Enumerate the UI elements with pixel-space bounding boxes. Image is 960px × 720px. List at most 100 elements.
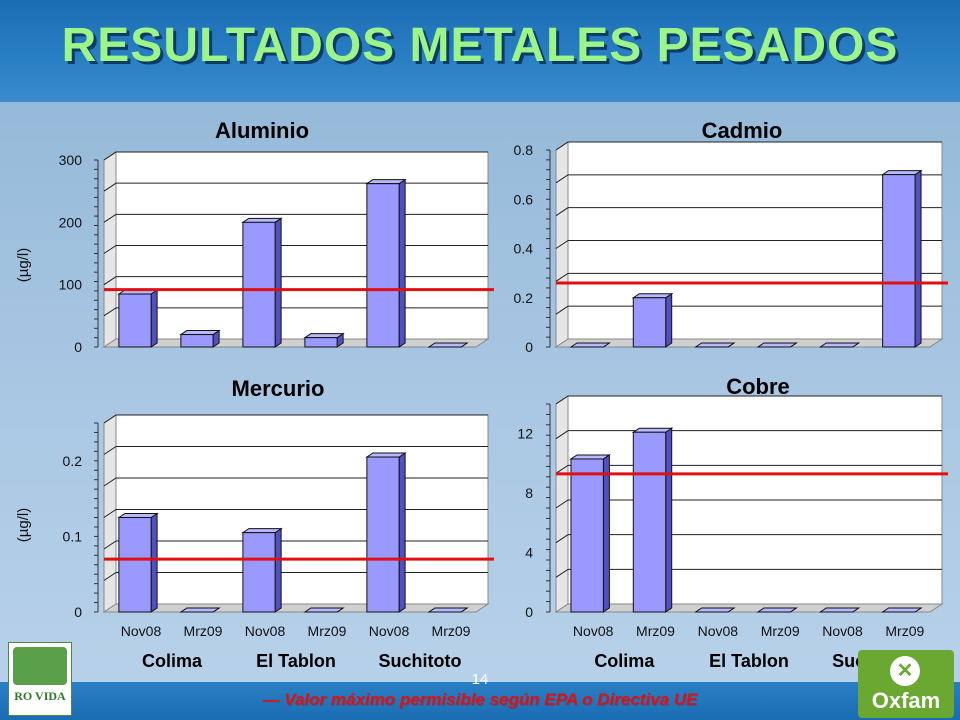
gridline bbox=[103, 540, 488, 550]
bar bbox=[303, 332, 345, 348]
gridline bbox=[555, 395, 942, 405]
bar bbox=[631, 292, 674, 348]
oxfam-logo-icon: ✕ bbox=[890, 656, 920, 686]
bar-side bbox=[274, 527, 282, 613]
bar-side bbox=[150, 512, 158, 613]
bar-top bbox=[631, 427, 674, 433]
page-title: RESULTADOS METALES PESADOS bbox=[61, 19, 899, 72]
bar-top bbox=[880, 607, 923, 613]
x-category-label: Nov08 bbox=[822, 623, 863, 639]
bar-side bbox=[665, 292, 673, 348]
bar bbox=[818, 342, 861, 348]
bar-top bbox=[303, 333, 345, 339]
oxfam-logo-text: Oxfam bbox=[871, 688, 941, 713]
gridline bbox=[555, 568, 942, 578]
bar-top bbox=[241, 217, 283, 223]
bar-top bbox=[365, 179, 407, 185]
gridline bbox=[555, 207, 942, 217]
gridline bbox=[103, 307, 488, 317]
bar-top bbox=[818, 342, 861, 348]
gridline bbox=[103, 446, 488, 455]
bar-side bbox=[665, 427, 673, 613]
bar-front bbox=[570, 458, 604, 613]
y-tick-label: 0 bbox=[525, 339, 533, 355]
bar bbox=[880, 169, 923, 348]
bar-front bbox=[242, 532, 276, 613]
bar-front bbox=[180, 334, 214, 348]
bar-top bbox=[365, 452, 407, 458]
y-axis-unit-label: (µg/l) bbox=[15, 508, 32, 542]
bar bbox=[241, 217, 283, 348]
bar-top bbox=[693, 607, 736, 613]
gridline bbox=[103, 213, 488, 223]
x-group-label: Colima bbox=[594, 651, 655, 671]
y-tick-label: 12 bbox=[517, 426, 533, 442]
chart-cadmio: 0 0.2 0.4 0.6 0.8 Cadmio bbox=[514, 118, 948, 355]
gridline bbox=[103, 276, 488, 286]
bar-side bbox=[914, 169, 922, 348]
x-group-label: Colima bbox=[142, 651, 203, 671]
bar bbox=[756, 342, 799, 348]
gridline bbox=[555, 464, 942, 474]
bar-front bbox=[118, 293, 152, 348]
gridline bbox=[555, 499, 942, 509]
bar bbox=[117, 289, 159, 348]
x-category-label: Nov08 bbox=[121, 623, 162, 639]
y-tick-label: 0.2 bbox=[63, 453, 83, 469]
bar-top bbox=[631, 293, 674, 299]
gridline bbox=[555, 305, 942, 315]
x-category-label: Nov08 bbox=[698, 623, 739, 639]
bar-top bbox=[880, 170, 923, 176]
bar-top bbox=[693, 342, 736, 348]
y-tick-label: 0.2 bbox=[514, 290, 534, 306]
x-category-label: Mrz09 bbox=[761, 623, 800, 639]
y-tick-label: 100 bbox=[59, 277, 83, 293]
bar-top bbox=[427, 342, 469, 348]
x-category-label: Mrz09 bbox=[885, 623, 924, 639]
y-tick-label: 300 bbox=[59, 152, 83, 168]
bar-top bbox=[569, 342, 612, 348]
gridline bbox=[555, 430, 942, 440]
gridline bbox=[555, 534, 942, 544]
bar-top bbox=[241, 528, 283, 534]
chart-cobre: 0 4 8 12 Cobre Nov08 Mrz09 Nov08 Mrz09 Nov08 Mrz09… bbox=[517, 374, 948, 671]
bar-top bbox=[427, 607, 469, 613]
bar bbox=[179, 607, 221, 613]
bar bbox=[631, 427, 674, 613]
bar bbox=[880, 607, 923, 613]
gridline bbox=[103, 477, 488, 487]
y-tick-label: 200 bbox=[59, 214, 83, 230]
gridline bbox=[103, 414, 488, 424]
bar-front bbox=[242, 221, 276, 348]
header-bar: RESULTADOS METALES PESADOS bbox=[0, 0, 960, 102]
bar bbox=[569, 342, 612, 348]
y-tick-label: 0 bbox=[525, 604, 533, 620]
page-number: 14 bbox=[471, 671, 489, 688]
y-tick-label: 8 bbox=[525, 485, 533, 501]
bar-front bbox=[632, 297, 667, 348]
bar bbox=[179, 329, 221, 348]
bar bbox=[303, 607, 345, 613]
bar-front bbox=[366, 183, 400, 348]
bar bbox=[241, 527, 283, 613]
bar-side bbox=[274, 217, 282, 348]
oxfam-logo: ✕ Oxfam bbox=[858, 650, 954, 718]
bar bbox=[427, 342, 469, 348]
x-group-label: El Tablon bbox=[709, 651, 789, 671]
y-tick-label: 4 bbox=[525, 545, 533, 561]
bar-top bbox=[569, 454, 612, 460]
y-tick-label: 0.6 bbox=[514, 191, 534, 207]
x-category-label: Nov08 bbox=[245, 623, 286, 639]
y-tick-label: 0 bbox=[74, 604, 82, 620]
bar bbox=[117, 512, 159, 613]
bar bbox=[427, 607, 469, 613]
bar-front bbox=[632, 431, 667, 613]
bar-side bbox=[150, 289, 158, 348]
x-category-label: Mrz09 bbox=[308, 623, 347, 639]
bar bbox=[693, 342, 736, 348]
bar-top bbox=[818, 607, 861, 613]
bar-front bbox=[882, 174, 916, 348]
bar-top bbox=[756, 607, 799, 613]
gridline bbox=[103, 151, 488, 161]
